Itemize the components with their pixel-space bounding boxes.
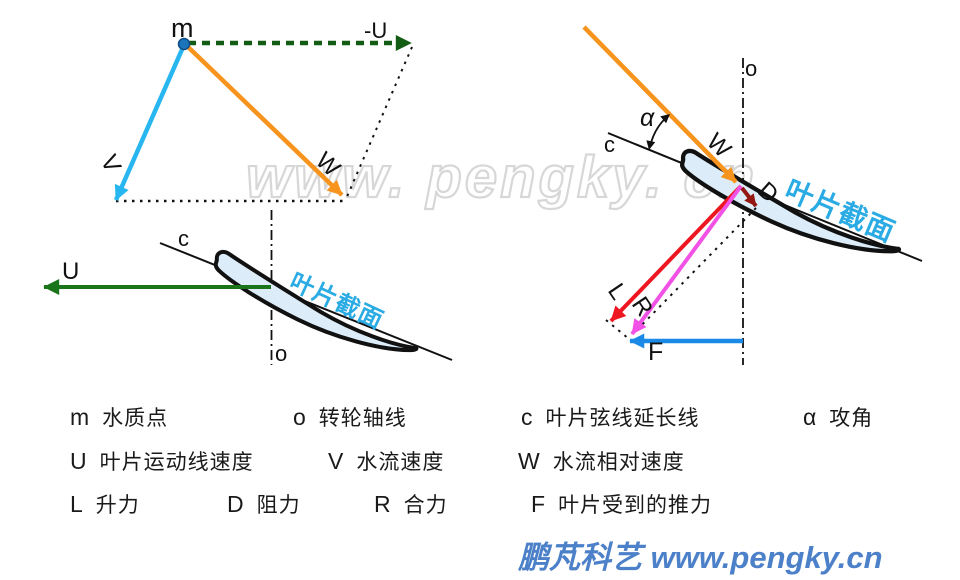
legend-label: 攻角 (829, 407, 874, 430)
legend-item-v: V 水流速度 (328, 446, 444, 476)
label-o-left: o (275, 341, 288, 366)
legend-symbol: V (328, 448, 344, 474)
legend-item-d: D 阻力 (227, 489, 301, 519)
velocity-parallelogram (113, 35, 413, 203)
legend-symbol: W (518, 448, 540, 474)
legend-symbol: F (531, 491, 546, 517)
legend-item-u: U 叶片运动线速度 (70, 446, 254, 476)
legend-symbol: U (70, 448, 87, 474)
legend-item-r: R 合力 (374, 489, 448, 519)
force-parallelogram-dotted-long (633, 207, 757, 334)
label-f: F (648, 338, 664, 366)
label-c-right: c (604, 132, 615, 157)
left-blade-section (43, 210, 453, 368)
drag-vector-arrow (740, 186, 758, 208)
legend-label: 合力 (403, 494, 448, 517)
legend-symbol: D (227, 491, 244, 517)
legend-label: 水质点 (102, 407, 169, 430)
watermark-text: www. pengky. cn (245, 144, 758, 211)
w-vector-arrow (184, 43, 344, 197)
legend-item-o: o 转轮轴线 (293, 402, 407, 432)
legend-item-f: F 叶片受到的推力 (531, 489, 712, 519)
label-c-left: c (178, 226, 189, 251)
legend-label: 叶片受到的推力 (558, 494, 713, 517)
legend-label: 叶片弦线延长线 (545, 407, 700, 430)
legend-label: 阻力 (256, 494, 301, 517)
w-relative-arrow (582, 25, 738, 184)
force-parallelogram-dotted-short (605, 319, 630, 340)
label-u: U (62, 258, 80, 285)
label-alpha: α (640, 104, 655, 132)
label-neg-u: -U (364, 18, 388, 43)
legend-item-l: L 升力 (70, 489, 140, 519)
legend-label: 叶片运动线速度 (99, 451, 254, 474)
legend-symbol: c (521, 404, 533, 430)
label-water-particle-m: m (171, 13, 194, 43)
legend-label: 水流相对速度 (552, 451, 685, 474)
lift-vector-arrow (609, 184, 743, 323)
legend-label: 水流速度 (356, 451, 445, 474)
right-blade-section (582, 25, 923, 365)
water-particle-dot (177, 37, 191, 51)
left-airfoil (206, 250, 421, 368)
legend-item-c: c 叶片弦线延长线 (521, 402, 700, 432)
legend-item-w: W 水流相对速度 (518, 446, 685, 476)
footer-brand-text: 鹏芃科艺 www.pengky.cn (518, 540, 883, 575)
v-vector-arrow (113, 44, 187, 201)
label-o-right: o (745, 56, 758, 81)
legend-symbol: m (70, 404, 90, 430)
legend-symbol: α (803, 404, 817, 430)
alpha-arc-arrowhead-bottom (646, 140, 656, 150)
legend-label: 升力 (95, 494, 140, 517)
alpha-arc-arrowhead-top (660, 114, 670, 124)
legend-symbol: o (293, 404, 306, 430)
legend-symbol: R (374, 491, 391, 517)
parallelogram-dotted-side (345, 46, 413, 200)
legend-item-alpha: α 攻角 (803, 402, 873, 432)
legend-symbol: L (70, 491, 83, 517)
resultant-vector-arrow (630, 184, 743, 336)
legend-item-m: m 水质点 (70, 402, 168, 432)
legend-label: 转轮轴线 (318, 407, 407, 430)
